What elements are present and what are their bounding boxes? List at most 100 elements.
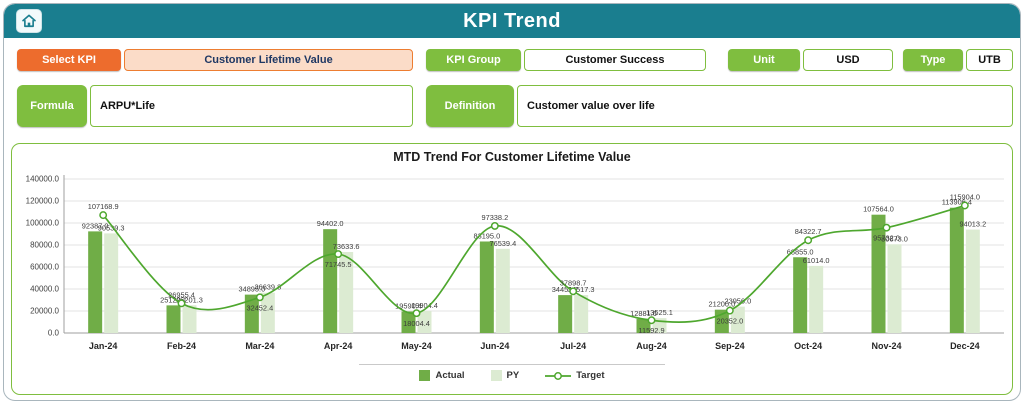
chart-text: Jun-24 <box>480 341 509 351</box>
chart-text: 25201.3 <box>176 295 203 304</box>
chart-legend: Actual PY Target <box>359 364 665 381</box>
field-kpi-group: KPI Group Customer Success <box>426 49 706 71</box>
chart-text: 107564.0 <box>863 205 894 214</box>
chart-text: 23956.0 <box>724 297 751 306</box>
bar-actual <box>401 311 416 333</box>
bar-py <box>809 265 824 333</box>
home-button[interactable] <box>16 9 42 33</box>
chart-text: 60000.0 <box>30 263 59 272</box>
select-kpi-label: Select KPI <box>17 49 121 71</box>
bar-actual <box>244 294 259 333</box>
bar-actual <box>479 241 494 333</box>
chart-text: 21200.0 <box>708 300 735 309</box>
chart-panel: MTD Trend For Customer Lifetime Value 0.… <box>11 143 1013 395</box>
chart-text: 13525.1 <box>646 308 673 317</box>
chart-title: MTD Trend For Customer Lifetime Value <box>393 150 631 164</box>
bar-actual <box>871 214 886 333</box>
chart-text: 20352.0 <box>716 317 743 326</box>
chart-text: Sep-24 <box>715 341 745 351</box>
legend-line-marker-icon <box>545 371 572 380</box>
chart-text: 18004.4 <box>403 319 430 328</box>
chart-text: 11592.9 <box>638 326 664 335</box>
header-bar: KPI Trend <box>4 4 1020 38</box>
unit-label: Unit <box>728 49 800 71</box>
legend-swatch-icon <box>490 370 502 381</box>
chart-text: 92387.0 <box>82 221 109 230</box>
field-definition: Definition Customer value over life <box>426 85 1013 127</box>
chart-text: 34517.3 <box>568 285 595 294</box>
legend-item-actual: Actual <box>419 370 465 381</box>
chart-text: Dec-24 <box>950 341 980 351</box>
chart-text: 115904.0 <box>950 193 980 202</box>
bar-py <box>104 233 119 333</box>
bar-actual <box>949 207 964 333</box>
page-title: KPI Trend <box>463 9 561 32</box>
chart-text: 34895.0 <box>238 285 265 294</box>
kpi-dashboard-page: KPI Trend Select KPI Customer Lifetime V… <box>3 3 1021 401</box>
chart-text: 25120.1 <box>160 295 187 304</box>
field-type: Type UTB <box>903 49 1013 71</box>
chart-text: 71745.5 <box>325 260 352 269</box>
target-marker <box>99 211 108 220</box>
chart-text: 95732.0 <box>873 234 900 243</box>
type-value: UTB <box>966 49 1013 71</box>
target-marker <box>412 309 421 318</box>
chart-text: Nov-24 <box>871 341 901 351</box>
chart-text: 68855.0 <box>787 247 814 256</box>
chart-text: 40000.0 <box>30 285 59 294</box>
chart-text: 12881.6 <box>630 309 657 318</box>
bar-actual <box>793 257 808 333</box>
chart-text: Mar-24 <box>245 341 274 351</box>
chart-text: 0.0 <box>48 329 60 338</box>
legend-swatch-icon <box>419 370 431 381</box>
bar-py <box>182 305 197 333</box>
chart-text: 80673.0 <box>881 234 908 243</box>
chart-text: Apr-24 <box>324 341 353 351</box>
chart-text: 19590.4 <box>395 301 422 310</box>
chart-text: Oct-24 <box>794 341 822 351</box>
definition-label: Definition <box>426 85 514 127</box>
unit-value: USD <box>803 49 893 71</box>
chart-text: 84322.7 <box>795 227 822 236</box>
chart-text: 120000.0 <box>26 197 60 206</box>
bar-py <box>574 295 589 333</box>
chart-text: 73633.6 <box>333 242 360 251</box>
target-marker <box>177 299 186 308</box>
select-kpi-value[interactable]: Customer Lifetime Value <box>124 49 413 71</box>
legend-item-target: Target <box>545 370 605 381</box>
chart-text: Feb-24 <box>167 341 196 351</box>
chart-text: 61014.0 <box>803 256 830 265</box>
chart-text: 20000.0 <box>30 307 59 316</box>
chart-text: 94013.2 <box>959 220 986 229</box>
chart-text: May-24 <box>401 341 432 351</box>
bar-actual <box>636 318 651 333</box>
chart-text: 94402.0 <box>317 219 344 228</box>
chart-text: 100000.0 <box>26 219 60 228</box>
field-formula: Formula ARPU*Life <box>17 85 413 127</box>
bar-py <box>730 306 745 333</box>
target-marker <box>882 223 891 232</box>
bar-py <box>965 229 980 333</box>
legend-item-py: PY <box>490 370 520 381</box>
bar-py <box>260 292 275 333</box>
kpi-group-label: KPI Group <box>426 49 521 71</box>
bar-py <box>339 252 354 333</box>
chart-text: 90539.3 <box>98 223 125 232</box>
chart-text: 36639.8 <box>254 283 281 292</box>
bar-actual <box>166 305 181 333</box>
kpi-trend-chart: 0.0 20000.0 40000.0 60000.0 80000.0 100000.0 1… <box>26 175 1004 351</box>
target-marker <box>804 236 813 245</box>
home-icon <box>22 14 36 28</box>
legend-label: PY <box>506 370 520 381</box>
target-marker <box>569 287 578 296</box>
definition-value: Customer value over life <box>517 85 1013 127</box>
chart-text: 26955.4 <box>168 290 195 299</box>
chart-text: 32452.4 <box>246 303 273 312</box>
field-select-kpi: Select KPI Customer Lifetime Value <box>17 49 413 71</box>
bar-py <box>495 248 510 333</box>
chart-text: 97338.2 <box>481 213 508 222</box>
legend-label: Actual <box>435 370 465 381</box>
chart-text: 34451.7 <box>552 285 579 294</box>
formula-value: ARPU*Life <box>90 85 413 127</box>
field-unit: Unit USD <box>728 49 893 71</box>
